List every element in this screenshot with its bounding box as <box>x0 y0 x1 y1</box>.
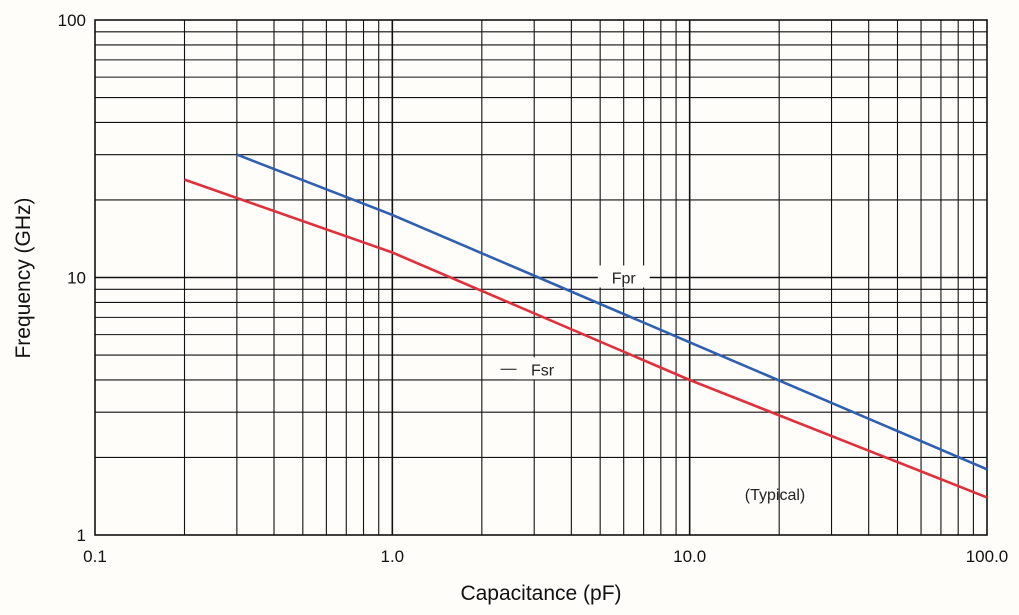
series-label-bg <box>597 265 650 288</box>
y-tick-label: 1 <box>77 526 86 545</box>
x-tick-label: 10.0 <box>673 547 706 566</box>
series-label-fsr: Fsr <box>531 362 555 379</box>
y-tick-label: 100 <box>58 11 86 30</box>
series-label-bg <box>516 357 569 380</box>
y-tick-label: 10 <box>67 269 86 288</box>
x-tick-label: 1.0 <box>381 547 405 566</box>
x-tick-label: 100.0 <box>966 547 1009 566</box>
x-tick-label: 0.1 <box>83 547 107 566</box>
series-line-fpr <box>236 153 988 471</box>
typical-annotation: (Typical) <box>745 487 805 504</box>
x-axis-title: Capacitance (pF) <box>460 582 621 605</box>
series-lines: Fpr Fsr <box>184 153 988 499</box>
tick-labels: 0.1 1.0 10.0 100.0 1 10 100 <box>58 11 1009 566</box>
series-line-fsr <box>184 178 988 499</box>
series-label-fpr: Fpr <box>612 271 637 288</box>
y-axis-title: Frequency (GHz) <box>12 197 35 358</box>
